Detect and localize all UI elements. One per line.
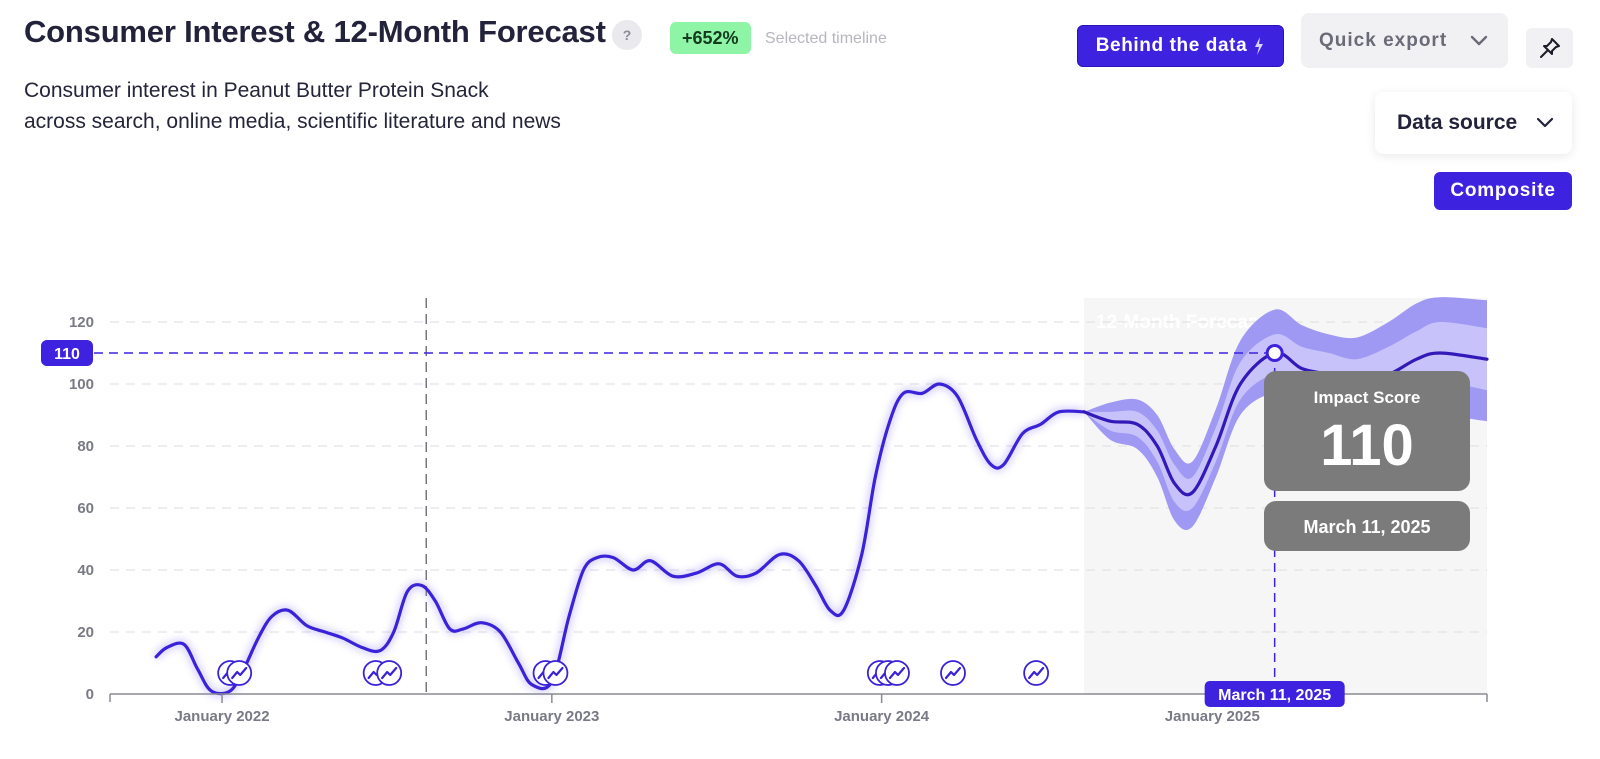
x-tick-label: January 2024	[834, 708, 930, 725]
trend-event-icon[interactable]	[1023, 660, 1050, 686]
subtitle-line-1: Consumer interest in Peanut Butter Prote…	[24, 79, 489, 102]
tooltip-score-card	[1264, 371, 1470, 491]
trend-event-icon[interactable]	[226, 660, 253, 686]
behind-the-data-button[interactable]: Behind the data	[1077, 25, 1284, 67]
trend-event-icon[interactable]	[542, 660, 569, 686]
chevron-down-icon	[1470, 35, 1488, 45]
trend-event-icon[interactable]	[376, 660, 403, 686]
tooltip-date-card	[1264, 501, 1470, 551]
growth-badge-caption: Selected timeline	[765, 30, 887, 47]
tooltip-value: 110	[1320, 413, 1414, 478]
y-tick-label: 120	[69, 314, 94, 331]
subtitle-line-2: across search, online media, scientific …	[24, 110, 561, 133]
data-source-label: Data source	[1397, 111, 1518, 134]
forecast-line	[1082, 351, 1489, 497]
pin-icon	[1539, 38, 1560, 58]
y-tick-label: 60	[77, 500, 94, 517]
trend-arrow	[888, 666, 906, 680]
forecast-label: 12-Month Forecast	[1096, 312, 1266, 333]
trend-event-icon[interactable]	[940, 660, 966, 686]
x-value-badge	[1204, 681, 1345, 707]
x-value-badge-label: March 11, 2025	[1218, 687, 1331, 704]
trend-arrow	[381, 666, 398, 680]
x-tick-label: January 2022	[175, 708, 270, 725]
y-value-badge-label: 110	[54, 346, 80, 363]
data-source-dropdown[interactable]: Data source	[1375, 92, 1572, 154]
y-value-badge	[41, 340, 93, 366]
history-line-glow	[153, 380, 1085, 698]
pin-button[interactable]	[1526, 28, 1573, 68]
quick-export-dropdown[interactable]: Quick export	[1301, 13, 1508, 68]
help-icon[interactable]: ?	[612, 20, 642, 50]
page-title: Consumer Interest & 12-Month Forecast	[24, 14, 606, 49]
x-tick-label: January 2025	[1165, 708, 1260, 725]
lightning-icon	[1255, 37, 1264, 55]
chevron-down-icon	[1536, 117, 1554, 128]
y-tick-label: 100	[69, 376, 94, 393]
x-tick-label: January 2023	[504, 708, 599, 725]
tooltip-date: March 11, 2025	[1303, 517, 1430, 537]
behind-the-data-label: Behind the data	[1095, 35, 1248, 56]
quick-export-label: Quick export	[1319, 29, 1448, 51]
growth-badge: +652%	[670, 22, 751, 54]
trend-arrow	[944, 666, 962, 680]
chart-description: Consumer interest in Peanut Butter Prote…	[24, 75, 561, 137]
y-tick-label: 20	[77, 624, 94, 641]
forecast-inner-band	[1084, 321, 1487, 512]
composite-button[interactable]: Composite	[1434, 172, 1572, 210]
trend-arrow	[1028, 666, 1045, 680]
y-tick-label: 80	[77, 438, 94, 455]
trend-arrow	[547, 666, 564, 680]
y-tick-label: 0	[86, 686, 94, 703]
y-tick-label: 40	[77, 562, 94, 579]
trend-arrow	[231, 666, 248, 680]
tooltip-label: Impact Score	[1314, 388, 1421, 407]
history-line	[154, 382, 1086, 696]
trend-event-icon[interactable]	[884, 660, 910, 686]
selected-point	[1265, 344, 1284, 362]
